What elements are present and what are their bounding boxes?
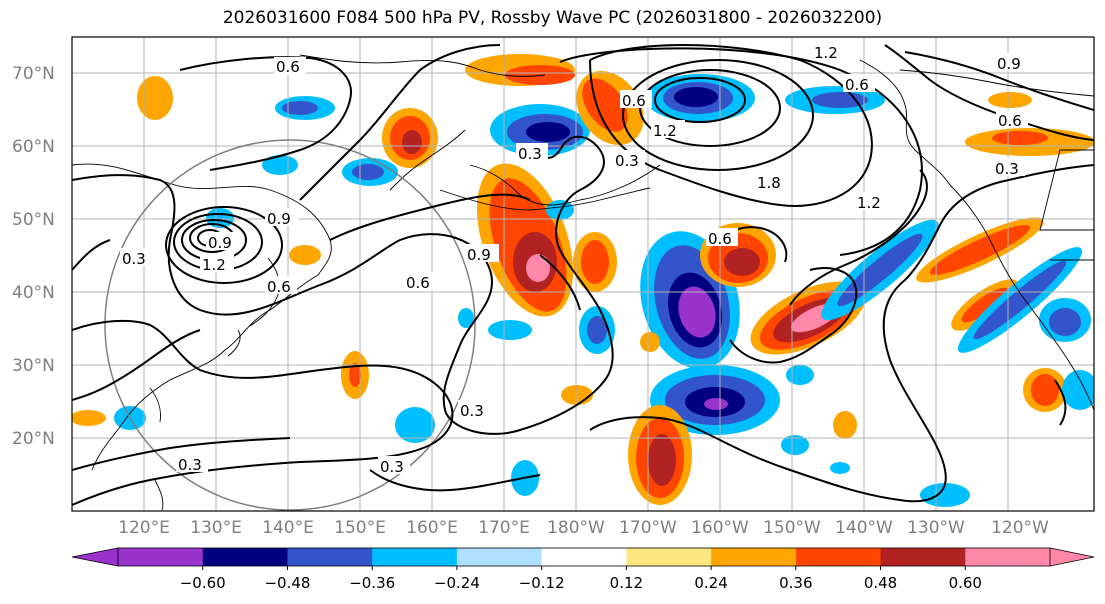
lon-label: 140°W — [835, 518, 893, 538]
lat-label: 70°N — [12, 64, 55, 84]
contour-label: 0.9 — [467, 246, 491, 264]
lat-label: 30°N — [12, 356, 55, 376]
contour-label: 0.6 — [708, 230, 732, 248]
lon-label: 120°E — [118, 518, 170, 538]
colorbar-bin — [626, 548, 712, 566]
colorbar-tick-label: −0.12 — [519, 574, 565, 592]
colorbar-tick-label: 0.36 — [779, 574, 812, 592]
contour-label: 0.6 — [622, 92, 646, 110]
latitude-labels: 70°N 60°N 50°N 40°N 30°N 20°N — [12, 64, 55, 449]
coastlines — [72, 54, 1094, 511]
contour-label: 1.2 — [857, 194, 881, 212]
contour-label: 0.3 — [518, 145, 542, 163]
colorbar-border — [117, 547, 1051, 567]
lon-label: 140°E — [262, 518, 314, 538]
contour-label: 0.6 — [267, 278, 291, 296]
colorbar-tick-label: 0.60 — [949, 574, 982, 592]
lat-label: 60°N — [12, 137, 55, 157]
colorbar-tick-label: −0.24 — [434, 574, 480, 592]
colorbar-bin — [118, 548, 204, 566]
lon-label: 160°E — [406, 518, 458, 538]
colorbar-bin — [711, 548, 797, 566]
contour-labels: 0.6 1.2 0.9 0.6 0.3 0.9 0.3 0.3 0.6 0.9 … — [120, 42, 1029, 476]
lon-label: 170°W — [619, 518, 677, 538]
lon-label: 180°W — [547, 518, 605, 538]
colorbar-bin — [795, 548, 882, 566]
lat-label: 20°N — [12, 429, 55, 449]
lon-label: 170°E — [478, 518, 530, 538]
colorbar-tick-label: −0.48 — [264, 574, 310, 592]
contour-label: 0.9 — [208, 234, 232, 252]
contour-label: 0.6 — [998, 112, 1022, 130]
map-frame — [71, 36, 1095, 512]
colorbar-bin — [965, 548, 1051, 566]
contour-label: 1.2 — [653, 122, 677, 140]
contour-label: 0.3 — [460, 402, 484, 420]
colorbar-extend-low — [71, 547, 119, 567]
lat-label: 50°N — [12, 210, 55, 230]
lon-label: 130°W — [907, 518, 965, 538]
contour-label: 1.2 — [814, 44, 838, 62]
map-title: 2026031600 F084 500 hPa PV, Rossby Wave … — [222, 8, 883, 28]
contour-label: 1.8 — [757, 174, 781, 192]
contour-label: 0.3 — [380, 458, 404, 476]
contour-label: 1.2 — [202, 256, 226, 274]
colorbar-bin — [372, 548, 458, 566]
colorbar-bin — [287, 548, 373, 566]
lon-label: 150°W — [763, 518, 821, 538]
radius-circle — [104, 139, 476, 511]
lat-label: 40°N — [12, 283, 55, 303]
colorbar-extend-high — [1049, 547, 1095, 567]
contour-label: 0.9 — [267, 210, 291, 228]
colorbar: −0.60 −0.48 −0.36 −0.24 −0.12 0.12 0.24 0.36 0.4… — [71, 547, 1095, 592]
contour-label: 0.3 — [178, 456, 202, 474]
colorbar-tick-label: −0.36 — [349, 574, 395, 592]
colorbar-tick-label: −0.60 — [180, 574, 226, 592]
longitude-labels: 120°E 130°E 140°E 150°E 160°E 170°E 180°… — [118, 518, 1049, 538]
contour-label: 0.6 — [406, 274, 430, 292]
colorbar-tick-label: 0.48 — [864, 574, 897, 592]
colorbar-tick-label: 0.24 — [694, 574, 727, 592]
contour-label: 0.3 — [995, 160, 1019, 178]
colorbar-bin — [880, 548, 966, 566]
colorbar-bin — [541, 548, 627, 566]
contour-label: 0.9 — [997, 55, 1021, 73]
colorbar-bin — [456, 548, 543, 566]
contour-label: 0.3 — [122, 250, 146, 268]
colorbar-bin — [202, 548, 288, 566]
contour-label: 0.6 — [845, 76, 869, 94]
colorbar-tick-label: 0.12 — [610, 574, 643, 592]
lon-label: 150°E — [334, 518, 386, 538]
lon-label: 130°E — [190, 518, 242, 538]
lon-label: 120°W — [991, 518, 1049, 538]
pv-contours — [72, 44, 1094, 506]
contour-label: 0.6 — [276, 58, 300, 76]
contour-label: 0.3 — [615, 152, 639, 170]
lon-label: 160°W — [691, 518, 749, 538]
